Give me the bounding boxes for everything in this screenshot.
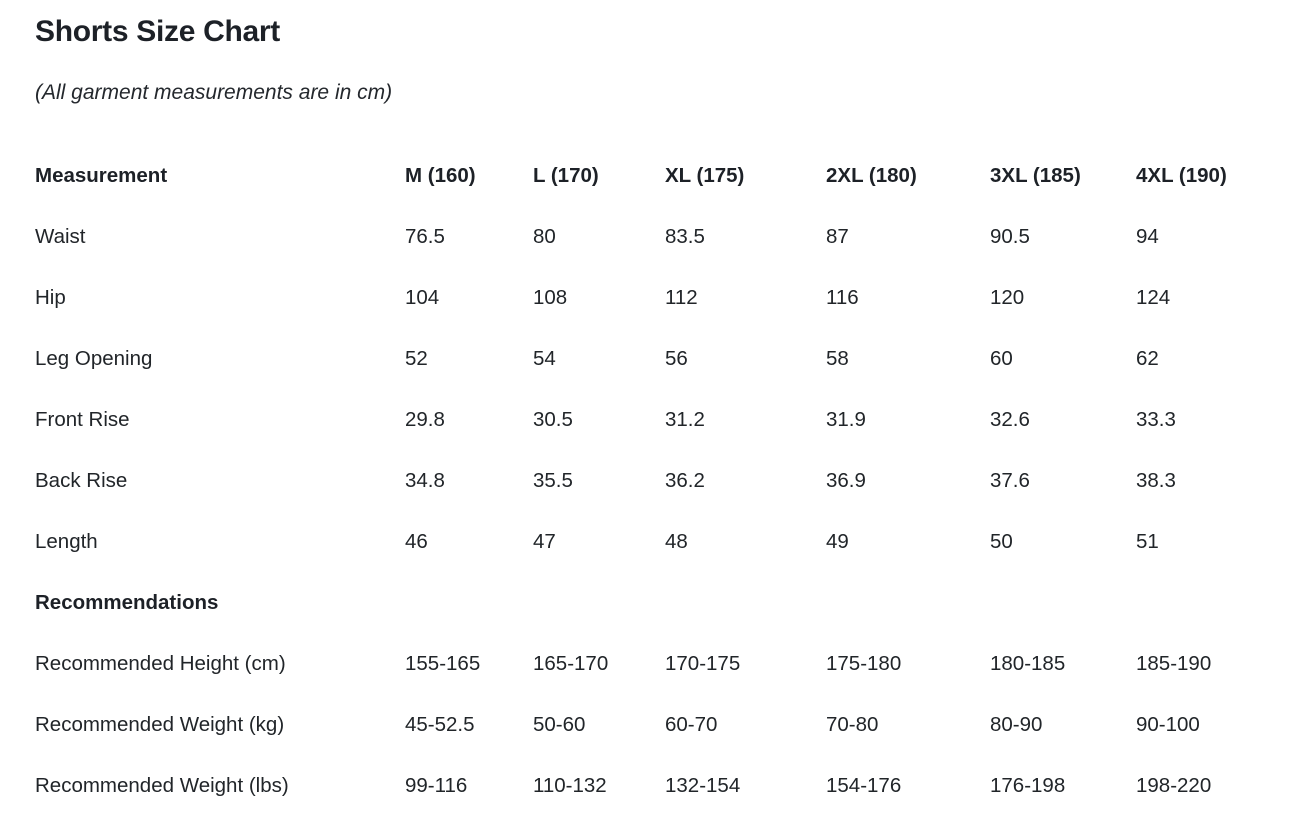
value-cell: 33.3 [1136, 407, 1176, 431]
value-cell: 120 [990, 285, 1025, 309]
value-cell: 94 [1136, 224, 1159, 248]
value-cell: 170-175 [665, 651, 741, 675]
value-cell: 47 [533, 529, 556, 553]
value-cell: 36.9 [826, 468, 866, 492]
measurement-unit-note: (All garment measurements are in cm) [35, 81, 393, 104]
value-cell: 112 [665, 285, 698, 309]
table-row: Front Rise 29.8 30.5 31.2 31.9 32.6 33.3 [35, 389, 1273, 450]
table-row: Hip 104 108 112 116 120 124 [35, 267, 1273, 328]
value-cell: 38.3 [1136, 468, 1176, 492]
table-row: Length 46 47 48 49 50 51 [35, 511, 1273, 572]
value-cell: 175-180 [826, 651, 902, 675]
row-label: Recommended Height (cm) [35, 651, 286, 675]
value-cell: 46 [405, 529, 428, 553]
value-cell: 48 [665, 529, 688, 553]
value-cell: 51 [1136, 529, 1159, 553]
value-cell: 176-198 [990, 773, 1066, 797]
table-row: Recommended Height (cm) 155-165 165-170 170… [35, 633, 1273, 694]
value-cell: 80 [533, 224, 556, 248]
value-cell: 34.8 [405, 468, 445, 492]
value-cell: 116 [826, 285, 859, 309]
row-label: Leg Opening [35, 346, 153, 370]
table-row: Back Rise 34.8 35.5 36.2 36.9 37.6 38.3 [35, 450, 1273, 511]
value-cell: 154-176 [826, 773, 902, 797]
row-label: Hip [35, 285, 66, 309]
table-row: Recommended Weight (lbs) 99-116 110-132 132… [35, 755, 1273, 816]
page-title: Shorts Size Chart [35, 15, 280, 48]
value-cell: 58 [826, 346, 849, 370]
value-cell: 52 [405, 346, 428, 370]
value-cell: 29.8 [405, 407, 445, 431]
value-cell: 165-170 [533, 651, 609, 675]
row-label: Length [35, 529, 98, 553]
table-row: Recommended Weight (kg) 45-52.5 50-60 60-70… [35, 694, 1273, 755]
value-cell: 36.2 [665, 468, 705, 492]
size-chart-table: Measurement M (160) L (170) XL (175) 2XL (18… [35, 145, 1273, 816]
value-cell: 110-132 [533, 773, 607, 797]
value-cell: 70-80 [826, 712, 879, 736]
value-cell: 56 [665, 346, 688, 370]
value-cell: 37.6 [990, 468, 1030, 492]
value-cell: 30.5 [533, 407, 573, 431]
column-header-size: L (170) [533, 163, 599, 187]
value-cell: 83.5 [665, 224, 705, 248]
value-cell: 185-190 [1136, 651, 1212, 675]
value-cell: 31.2 [665, 407, 705, 431]
table-header-row: Measurement M (160) L (170) XL (175) 2XL (18… [35, 145, 1273, 206]
row-label: Back Rise [35, 468, 128, 492]
value-cell: 54 [533, 346, 556, 370]
value-cell: 90.5 [990, 224, 1030, 248]
value-cell: 104 [405, 285, 440, 309]
value-cell: 99-116 [405, 773, 468, 797]
column-header-size: 2XL (180) [826, 163, 917, 187]
value-cell: 35.5 [533, 468, 573, 492]
value-cell: 198-220 [1136, 773, 1212, 797]
value-cell: 50-60 [533, 712, 586, 736]
table-row: Waist 76.5 80 83.5 87 90.5 94 [35, 206, 1273, 267]
section-header-row: Recommendations [35, 572, 1273, 633]
value-cell: 87 [826, 224, 849, 248]
table-body: Waist 76.5 80 83.5 87 90.5 94 Hip 104 108 112 116 12… [35, 206, 1273, 816]
value-cell: 155-165 [405, 651, 481, 675]
value-cell: 124 [1136, 285, 1171, 309]
section-header: Recommendations [35, 590, 219, 614]
row-label: Waist [35, 224, 86, 248]
column-header-size: M (160) [405, 163, 476, 187]
column-header-size: XL (175) [665, 163, 745, 187]
value-cell: 180-185 [990, 651, 1066, 675]
value-cell: 31.9 [826, 407, 866, 431]
row-label: Recommended Weight (lbs) [35, 773, 289, 797]
column-header-size: 3XL (185) [990, 163, 1081, 187]
row-label: Recommended Weight (kg) [35, 712, 285, 736]
value-cell: 76.5 [405, 224, 445, 248]
row-label: Front Rise [35, 407, 130, 431]
table-row: Leg Opening 52 54 56 58 60 62 [35, 328, 1273, 389]
value-cell: 132-154 [665, 773, 741, 797]
value-cell: 50 [990, 529, 1013, 553]
column-header-measurement: Measurement [35, 163, 168, 187]
value-cell: 90-100 [1136, 712, 1200, 736]
value-cell: 80-90 [990, 712, 1043, 736]
value-cell: 60 [990, 346, 1013, 370]
value-cell: 32.6 [990, 407, 1030, 431]
value-cell: 108 [533, 285, 568, 309]
value-cell: 45-52.5 [405, 712, 475, 736]
column-header-size: 4XL (190) [1136, 163, 1227, 187]
value-cell: 60-70 [665, 712, 718, 736]
value-cell: 62 [1136, 346, 1159, 370]
value-cell: 49 [826, 529, 849, 553]
